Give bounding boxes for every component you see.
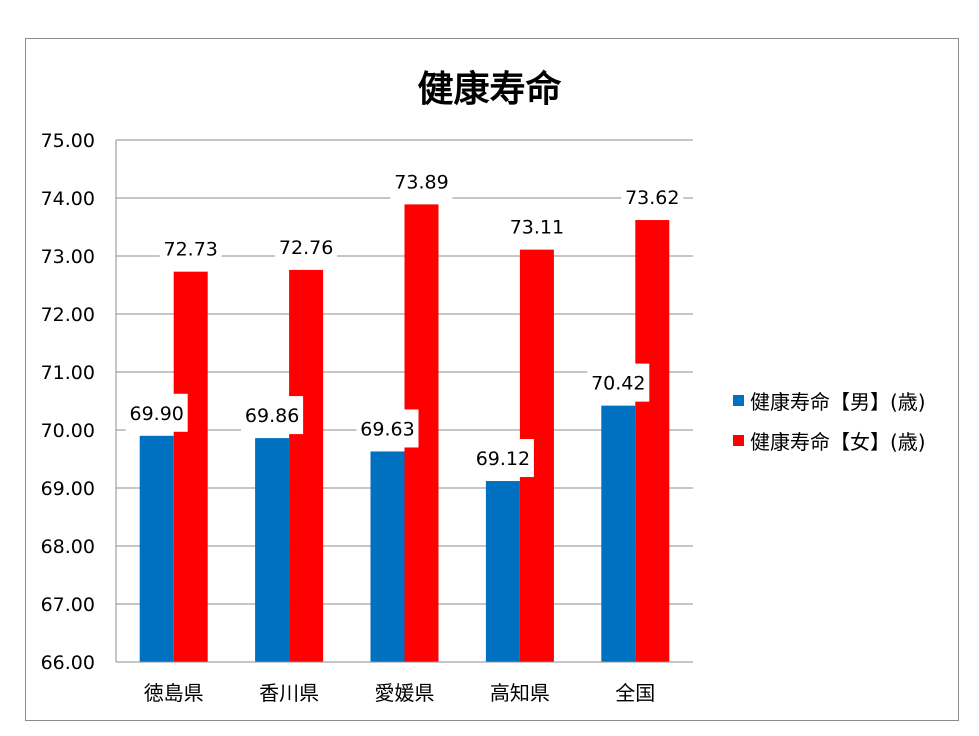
chart-frame (25, 38, 959, 721)
legend-label-female: 健康寿命【女】(歳) (750, 429, 926, 454)
data-label-bg (390, 162, 453, 201)
data-label-bg (587, 363, 650, 402)
data-label-bg (471, 439, 534, 478)
y-tick-label: 70.00 (41, 420, 95, 442)
legend-swatch-male (733, 394, 744, 406)
data-labels: 69.90 72.73 69.86 72.76 69.63 73.89 69.12 73.11… (125, 162, 684, 478)
y-tick-label: 74.00 (41, 188, 95, 210)
y-tick-label: 66.00 (41, 652, 95, 674)
data-label-male: 69.63 (360, 418, 414, 440)
data-label-male: 69.90 (129, 403, 183, 425)
y-tick-label: 67.00 (41, 594, 95, 616)
data-label-bg (621, 178, 684, 217)
legend-swatch-female (733, 434, 744, 446)
y-tick-label: 69.00 (41, 478, 95, 500)
data-label-bg (241, 396, 304, 435)
x-category-label: 全国 (615, 681, 655, 705)
x-category-label: 徳島県 (144, 681, 204, 705)
data-label-female: 73.62 (625, 187, 679, 209)
bar-male (139, 435, 174, 662)
data-label-female: 73.11 (510, 217, 564, 239)
data-label-bg (125, 393, 188, 432)
y-tick-label: 68.00 (41, 536, 95, 558)
bar-female (173, 271, 208, 662)
bar-male (370, 451, 405, 662)
bar-female (635, 220, 670, 663)
data-label-bg (275, 227, 338, 266)
data-label-male: 70.42 (591, 373, 645, 395)
bars (139, 204, 670, 663)
data-label-female: 72.76 (279, 237, 333, 259)
y-tick-label: 72.00 (41, 304, 95, 326)
data-label-female: 73.89 (394, 171, 448, 193)
y-tick-label: 73.00 (41, 246, 95, 268)
x-category-label: 香川県 (259, 681, 319, 705)
bar-male (485, 481, 520, 662)
bar-female (289, 269, 324, 662)
legend-label-male: 健康寿命【男】(歳) (750, 389, 926, 414)
data-label-bg (505, 207, 568, 246)
data-label-female: 72.73 (163, 239, 217, 261)
legend-item-male: 健康寿命【男】(歳) (733, 380, 926, 420)
data-label-male: 69.12 (476, 448, 530, 470)
x-axis-categories: 徳島県 香川県 愛媛県 高知県 全国 (144, 681, 656, 705)
data-label-bg (159, 229, 222, 268)
bar-male (601, 405, 636, 662)
legend-item-female: 健康寿命【女】(歳) (733, 420, 926, 460)
bar-male (255, 438, 290, 662)
chart-title: 健康寿命 (417, 69, 562, 110)
legend: 健康寿命【男】(歳) 健康寿命【女】(歳) (733, 380, 926, 460)
x-category-label: 愛媛県 (375, 681, 435, 705)
y-tick-label: 71.00 (41, 362, 95, 384)
x-category-label: 高知県 (490, 681, 550, 705)
data-label-bg (356, 409, 419, 448)
data-label-male: 69.86 (245, 405, 299, 427)
y-tick-label: 75.00 (41, 130, 95, 152)
y-axis-ticks: 66.00 67.00 68.00 69.00 70.00 71.00 72.00 73.00… (41, 130, 95, 674)
